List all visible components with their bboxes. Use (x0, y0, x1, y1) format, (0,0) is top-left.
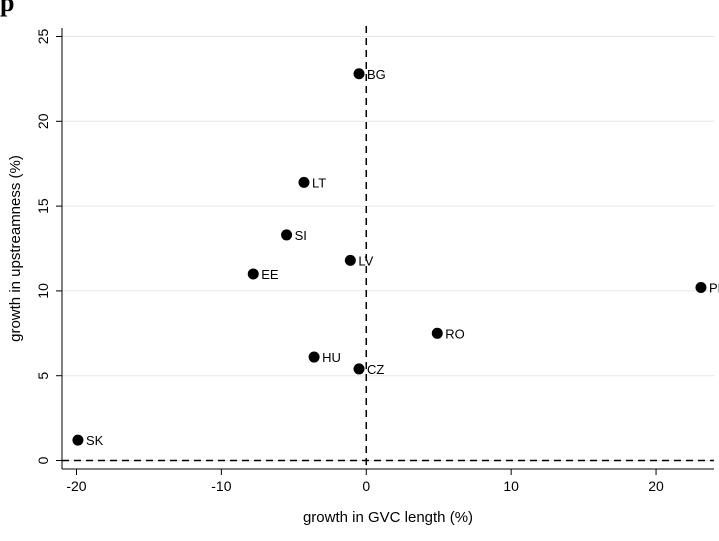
y-tick-label: 15 (35, 198, 51, 214)
x-tick-label: -20 (66, 478, 86, 494)
point-labels: BG LT SI LV EE PL RO HU CZ SK (86, 67, 719, 448)
x-tick-label: 20 (648, 478, 664, 494)
point-label-lt: LT (312, 175, 326, 190)
y-axis-title: growth in upstreamness (%) (7, 155, 24, 342)
y-tick-label: 0 (35, 456, 51, 464)
y-tick-label: 20 (35, 113, 51, 129)
point-label-sk: SK (86, 433, 104, 448)
data-point-lv (344, 254, 356, 266)
point-label-si: SI (295, 228, 307, 243)
y-tick-label: 10 (35, 283, 51, 299)
data-point-ee (247, 268, 259, 280)
x-axis-title: growth in GVC length (%) (303, 509, 473, 526)
x-tick-label: 10 (503, 478, 519, 494)
axis-titles: growth in GVC length (%) growth in upstr… (7, 155, 473, 526)
point-label-ro: RO (445, 326, 465, 341)
y-tick-label: 25 (35, 28, 51, 44)
point-label-bg: BG (367, 67, 386, 82)
reference-lines (62, 26, 714, 469)
data-point-sk (72, 434, 84, 446)
data-point-si (281, 229, 293, 241)
data-point-bg (353, 68, 365, 80)
point-label-ee: EE (261, 267, 279, 282)
point-label-lv: LV (358, 253, 373, 268)
data-points (72, 68, 707, 446)
x-tick-label: 0 (362, 478, 370, 494)
data-point-pl (695, 282, 707, 294)
x-tick-label: -10 (211, 478, 231, 494)
grid-lines (62, 35, 714, 462)
header-text: p (0, 0, 15, 17)
point-label-pl: PL (709, 281, 719, 296)
data-point-hu (308, 351, 320, 363)
data-point-lt (298, 176, 310, 188)
y-tick-label: 5 (35, 372, 51, 380)
point-label-cz: CZ (367, 362, 384, 377)
point-label-hu: HU (322, 350, 341, 365)
axes: 0 5 10 15 20 25 -20 -10 0 10 20 (35, 28, 714, 494)
data-point-cz (353, 363, 365, 375)
data-point-ro (431, 327, 443, 339)
